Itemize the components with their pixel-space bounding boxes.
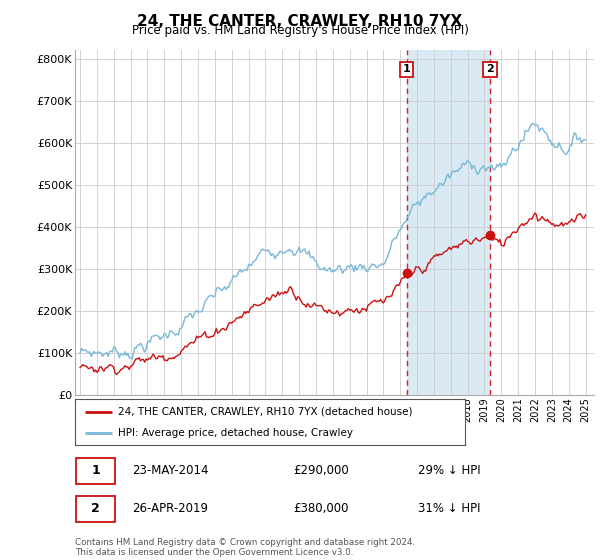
Text: Price paid vs. HM Land Registry's House Price Index (HPI): Price paid vs. HM Land Registry's House …: [131, 24, 469, 37]
Text: 29% ↓ HPI: 29% ↓ HPI: [418, 464, 480, 477]
Text: 1: 1: [403, 64, 410, 74]
Text: 2: 2: [91, 502, 100, 515]
FancyBboxPatch shape: [76, 458, 115, 484]
Text: HPI: Average price, detached house, Crawley: HPI: Average price, detached house, Craw…: [118, 428, 353, 438]
Text: 24, THE CANTER, CRAWLEY, RH10 7YX: 24, THE CANTER, CRAWLEY, RH10 7YX: [137, 14, 463, 29]
Bar: [407, 50, 490, 395]
FancyBboxPatch shape: [76, 496, 115, 522]
Text: 26-APR-2019: 26-APR-2019: [132, 502, 208, 515]
Text: £290,000: £290,000: [293, 464, 349, 477]
Text: 1: 1: [91, 464, 100, 477]
Text: 31% ↓ HPI: 31% ↓ HPI: [418, 502, 480, 515]
Text: 23-MAY-2014: 23-MAY-2014: [132, 464, 209, 477]
Text: 2: 2: [486, 64, 494, 74]
Text: Contains HM Land Registry data © Crown copyright and database right 2024.
This d: Contains HM Land Registry data © Crown c…: [75, 538, 415, 557]
Text: £380,000: £380,000: [293, 502, 349, 515]
Text: 24, THE CANTER, CRAWLEY, RH10 7YX (detached house): 24, THE CANTER, CRAWLEY, RH10 7YX (detac…: [118, 407, 412, 417]
